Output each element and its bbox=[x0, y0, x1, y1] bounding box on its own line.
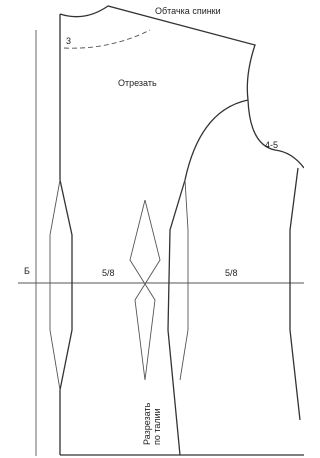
label: по талии bbox=[152, 408, 162, 445]
waist-dart bbox=[130, 200, 160, 380]
armhole-front bbox=[248, 100, 304, 168]
label: 4-5 bbox=[265, 140, 278, 150]
label: 5/8 bbox=[225, 268, 238, 278]
label: Обтачка спинки bbox=[155, 6, 221, 16]
label: Б bbox=[24, 266, 30, 276]
label: 3 bbox=[66, 36, 71, 46]
label: 5/8 bbox=[102, 268, 115, 278]
center-back bbox=[60, 14, 72, 455]
facing-line bbox=[64, 30, 150, 48]
side-seam-front bbox=[290, 168, 300, 420]
label: Разрезать bbox=[142, 402, 152, 445]
side-dart-back bbox=[180, 180, 188, 380]
center-dart bbox=[50, 180, 60, 390]
pattern-diagram: Обтачка спинки Отрезать 4-5 3 Б 5/8 5/8 … bbox=[0, 0, 304, 458]
neck-shoulder bbox=[60, 6, 255, 100]
label: Отрезать bbox=[118, 78, 157, 88]
